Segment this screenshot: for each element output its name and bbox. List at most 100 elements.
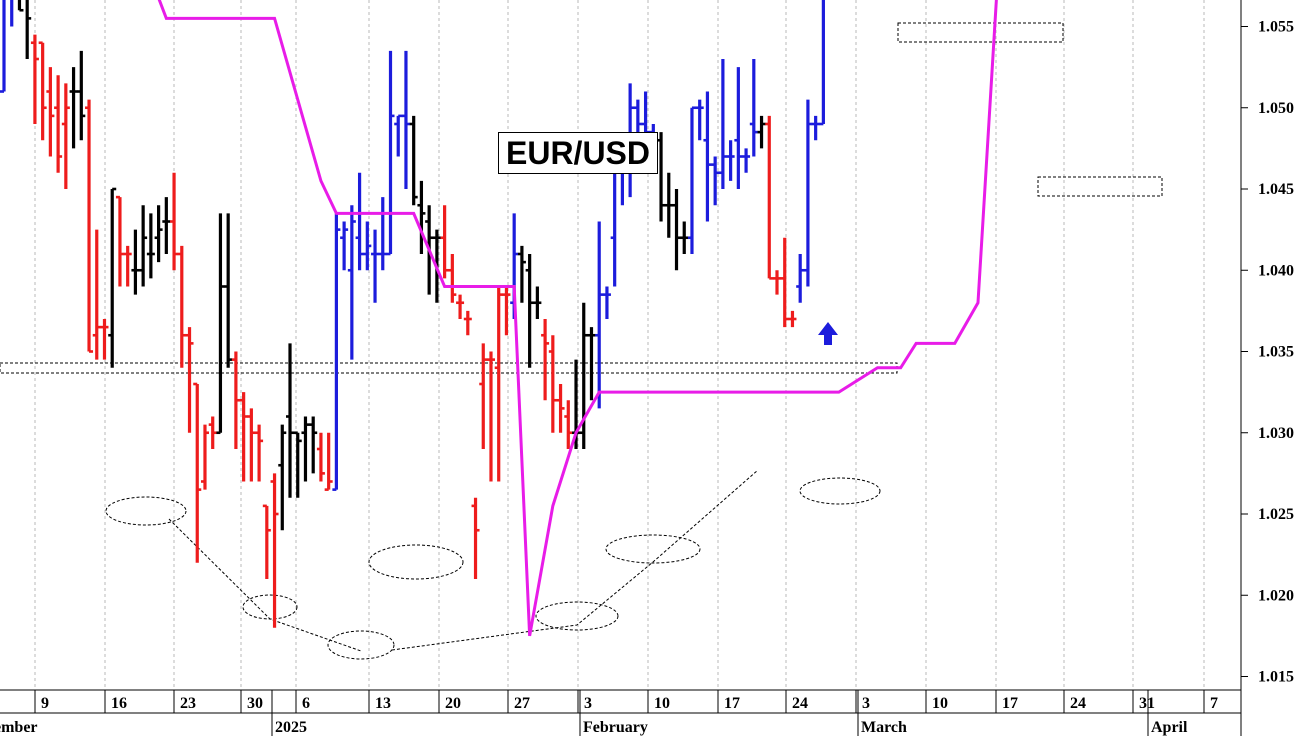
price-bar [765,115,774,280]
price-bar [293,431,302,498]
price-bar [85,99,94,353]
price-bar [517,245,526,303]
price-bar [46,67,55,157]
price-bar [286,343,295,498]
y-tick-label: 1.040 [1258,262,1294,279]
price-bar [726,140,735,181]
price-bar [239,392,248,482]
price-bar [115,195,124,287]
low-circle-5 [535,601,619,631]
x-tick-label: 23 [180,695,196,712]
price-bar [556,384,565,433]
trailing-stop-line [157,0,998,637]
price-bar [69,67,78,149]
low-circle-6 [605,534,701,564]
chart-title: EUR/USD [498,132,658,174]
price-bar [216,213,225,435]
price-bar [401,50,410,189]
price-bar [54,75,63,173]
low-circle-4 [368,544,464,580]
month-label: April [1151,719,1188,736]
price-bar [819,0,825,126]
price-bar [108,187,117,368]
x-tick-label: 3 [584,695,592,712]
y-tick-label: 1.015 [1258,669,1294,686]
price-bar [347,205,356,360]
price-bar [30,34,39,124]
price-bar [301,416,310,482]
price-bar [340,221,349,271]
price-bar [154,205,163,263]
price-bar [703,91,712,222]
low-circle-1 [105,496,187,526]
price-bar [17,0,24,12]
y-tick-label: 1.035 [1258,344,1294,361]
month-labels: ember 2025 February March April [0,690,1188,736]
support-zone-box [1037,176,1163,197]
price-bar [316,432,325,482]
x-tick-label: 20 [445,695,461,712]
x-axis-ticks: 9 16 23 30 6 13 20 27 3 10 17 24 3 10 17 24 31 7 [34,690,1218,713]
x-tick-label: 30 [247,695,263,712]
price-bar [610,163,619,287]
price-bar [363,221,372,271]
price-bar [548,335,557,433]
price-bar [10,0,14,27]
y-tick-label: 1.045 [1258,181,1294,198]
price-bar [456,294,465,319]
x-tick-label: 7 [1210,695,1218,712]
price-bar [471,497,480,579]
x-tick-label: 16 [111,695,127,712]
price-bar [123,245,132,287]
price-bar [378,197,387,271]
price-bar [695,99,704,141]
price-bar [564,400,573,449]
x-tick-label: 17 [1002,695,1018,712]
price-bar [231,351,240,449]
price-bar [486,351,495,482]
price-bar [773,270,781,295]
price-bar [309,416,318,474]
price-bar [61,83,70,189]
price-bar [177,245,186,368]
price-bar [796,254,805,303]
price-bar [355,172,364,271]
price-bar [440,205,449,279]
price-bar [200,424,209,490]
y-tick-label: 1.055 [1258,19,1294,36]
x-tick-label: 17 [724,695,740,712]
price-bar [448,254,457,303]
price-bar [502,286,511,336]
x-tick-label: 10 [932,695,948,712]
price-bar [262,504,271,579]
price-bar [170,172,179,271]
x-tick-label: 27 [514,695,530,712]
x-tick-label: 24 [792,695,808,712]
vertical-grid [34,0,1205,690]
price-bar [579,302,588,449]
price-bar [417,180,426,254]
x-tick-label: 9 [41,695,49,712]
price-bar [162,197,171,254]
price-bar [247,408,256,482]
top-zone-box [897,22,1064,43]
price-bar [131,229,140,295]
month-label: ember [0,719,38,736]
price-bar [811,115,820,141]
price-bar [193,382,202,563]
price-bar [602,286,611,319]
x-tick-label: 3 [862,695,870,712]
price-bar [394,114,403,157]
price-bar [208,416,217,449]
low-circle-2 [242,594,298,620]
price-bar [657,132,666,222]
price-bar [0,0,6,93]
price-bar [479,343,488,449]
price-bar [718,59,727,189]
x-tick-label: 24 [1070,695,1086,712]
price-bar [255,424,264,482]
month-label: 2025 [275,719,307,736]
price-bar [270,473,279,628]
month-label: February [583,719,648,736]
